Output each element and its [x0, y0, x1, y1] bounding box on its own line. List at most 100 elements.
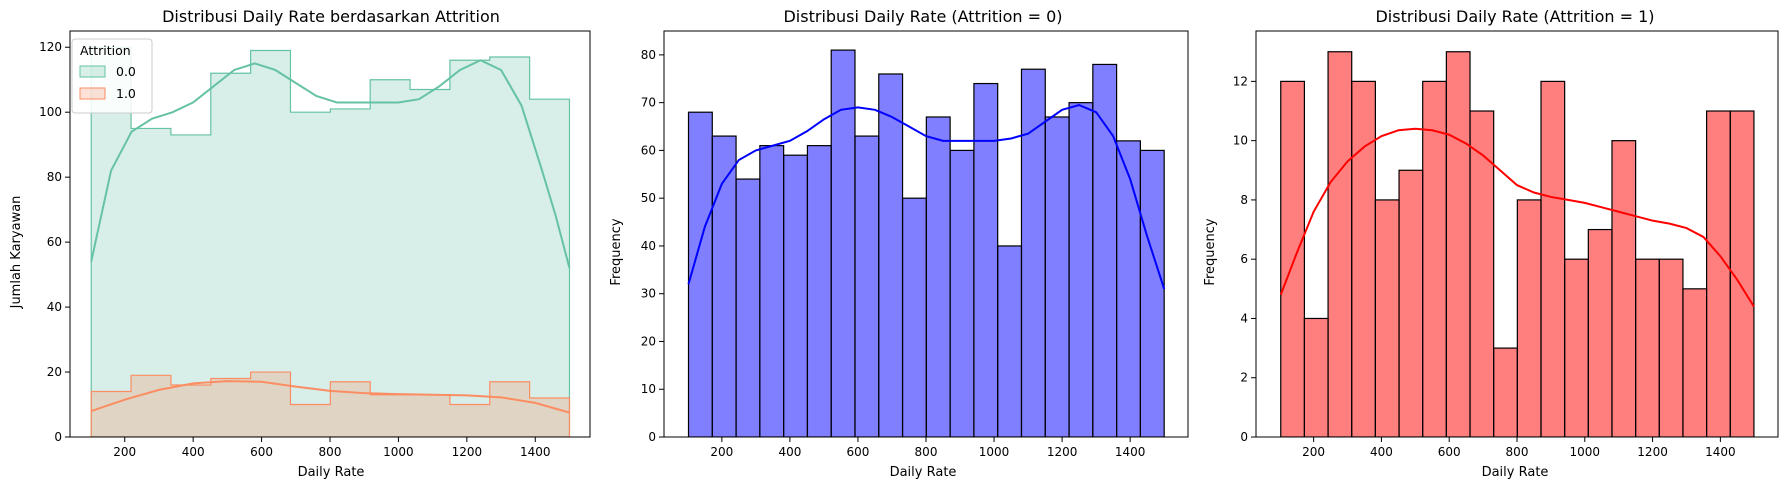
x-tick-label: 1400 [520, 445, 551, 459]
histogram-bar-13 [997, 245, 1023, 437]
histogram-bar-9 [1493, 347, 1518, 437]
legend-swatch-1 [79, 87, 106, 100]
histogram-bar-15 [1044, 116, 1070, 437]
histogram-bar-4 [1374, 199, 1400, 437]
plot-content [1279, 51, 1755, 437]
y-tick-label: 30 [641, 287, 656, 301]
x-tick-label: 600 [1438, 445, 1461, 459]
histogram-bar-7 [1445, 51, 1471, 437]
x-tick-label: 1000 [1570, 445, 1601, 459]
y-tick-label: 12 [1233, 74, 1248, 88]
x-tick-label: 1200 [1047, 445, 1078, 459]
histogram-bar-2 [1327, 51, 1353, 437]
x-tick-label: 400 [778, 445, 801, 459]
y-tick-label: 40 [641, 239, 656, 253]
histogram-bar-4 [783, 154, 809, 437]
x-tick-label: 200 [1302, 445, 1325, 459]
y-axis-label: Jumlah Karyawan [9, 196, 24, 310]
y-tick-label: 0 [54, 430, 62, 444]
y-axis-label: Frequency [1203, 218, 1218, 285]
chart-title: Distribusi Daily Rate berdasarkan Attrit… [162, 7, 500, 26]
histogram-bar-10 [1516, 199, 1542, 437]
histogram-bar-10 [925, 116, 951, 437]
kde-line [1279, 127, 1755, 308]
histogram-bar-7 [854, 135, 880, 437]
chart-attrition-overlay: Distribusi Daily Rate berdasarkan Attrit… [9, 7, 591, 480]
legend-frame [71, 38, 153, 114]
histogram-bar-16 [1658, 258, 1684, 437]
histogram-bar-18 [1706, 110, 1731, 437]
x-tick-label: 1000 [979, 445, 1010, 459]
chart-attrition-0: Distribusi Daily Rate (Attrition = 0) Da… [609, 7, 1189, 480]
x-tick-label: 200 [113, 445, 136, 459]
legend: Attrition 0.0 1.0 [71, 38, 153, 114]
x-tick-label: 400 [1370, 445, 1393, 459]
histogram-bar-19 [1729, 110, 1755, 437]
legend-label-1: 1.0 [116, 86, 136, 101]
histogram-bar-18 [1116, 140, 1141, 437]
x-axis-label: Daily Rate [1482, 465, 1549, 480]
x-tick-label: 800 [319, 445, 342, 459]
x-tick-label: 600 [846, 445, 869, 459]
plot-content [90, 46, 571, 437]
histogram-bar-3 [759, 145, 785, 437]
y-tick-label: 0 [648, 430, 656, 444]
x-tick-label: 1400 [1705, 445, 1736, 459]
plot-area: 200 400 600 800 1000 1200 1400 0 2 4 6 8 10 12 [1233, 30, 1779, 459]
y-tick-label: 70 [641, 96, 656, 110]
histogram-bar-8 [878, 73, 904, 437]
x-tick-label: 800 [915, 445, 938, 459]
chart-title: Distribusi Daily Rate (Attrition = 0) [783, 7, 1062, 26]
histogram-bar-9 [901, 197, 927, 437]
histogram-bar-5 [1398, 169, 1424, 437]
histogram-bar-17 [1092, 63, 1118, 437]
x-tick-label: 1400 [1115, 445, 1146, 459]
y-tick-label: 8 [1240, 193, 1248, 207]
kde-line-series-1 [90, 380, 570, 414]
histogram-bar-6 [1422, 80, 1447, 437]
x-tick-label: 1200 [452, 445, 483, 459]
histogram-bar-11 [1540, 80, 1566, 437]
y-axis-label: Frequency [609, 218, 624, 285]
x-axis-label: Daily Rate [890, 465, 957, 480]
histogram-bar-8 [1469, 110, 1495, 437]
x-tick-label: 600 [250, 445, 273, 459]
plot-area: 200 400 600 800 1000 1200 1400 0 20 40 60 80 100 120 [39, 30, 591, 459]
x-tick-label: 800 [1506, 445, 1529, 459]
x-tick-label: 200 [710, 445, 733, 459]
histogram-bar-12 [973, 82, 999, 437]
y-tick-label: 40 [47, 300, 62, 314]
histogram-bar-17 [1682, 288, 1708, 437]
chart-title: Distribusi Daily Rate (Attrition = 1) [1375, 7, 1654, 26]
histogram-bar-11 [949, 149, 975, 437]
y-tick-label: 0 [1240, 430, 1248, 444]
histogram-bar-1 [1303, 317, 1329, 437]
x-tick-label: 400 [182, 445, 205, 459]
histogram-bar-5 [806, 145, 832, 437]
y-tick-label: 80 [47, 170, 62, 184]
plot-content [687, 49, 1166, 437]
legend-swatch-0 [79, 65, 106, 78]
y-tick-label: 60 [641, 143, 656, 157]
y-tick-label: 2 [1240, 371, 1248, 385]
y-tick-label: 120 [39, 40, 62, 54]
histogram-bar-3 [1351, 80, 1376, 437]
histogram-bar-16 [1068, 102, 1094, 437]
histogram-bar-19 [1139, 149, 1165, 437]
kde-line-series-0 [90, 59, 571, 269]
legend-label-0: 0.0 [116, 64, 136, 79]
y-tick-label: 100 [39, 105, 62, 119]
histogram-bar-15 [1635, 258, 1660, 437]
y-tick-label: 20 [47, 365, 62, 379]
histogram-step-series-0 [90, 46, 571, 437]
legend-title: Attrition [80, 43, 131, 58]
y-tick-label: 60 [47, 235, 62, 249]
y-tick-label: 20 [641, 334, 656, 348]
y-tick-label: 4 [1240, 311, 1248, 325]
histogram-bar-14 [1611, 140, 1637, 437]
y-tick-label: 6 [1240, 252, 1248, 266]
y-tick-label: 10 [1233, 134, 1248, 148]
x-axis-label: Daily Rate [298, 465, 365, 480]
plot-area: 200 400 600 800 1000 1200 1400 0 10 20 30 40 50 60 70 8… [641, 30, 1189, 459]
